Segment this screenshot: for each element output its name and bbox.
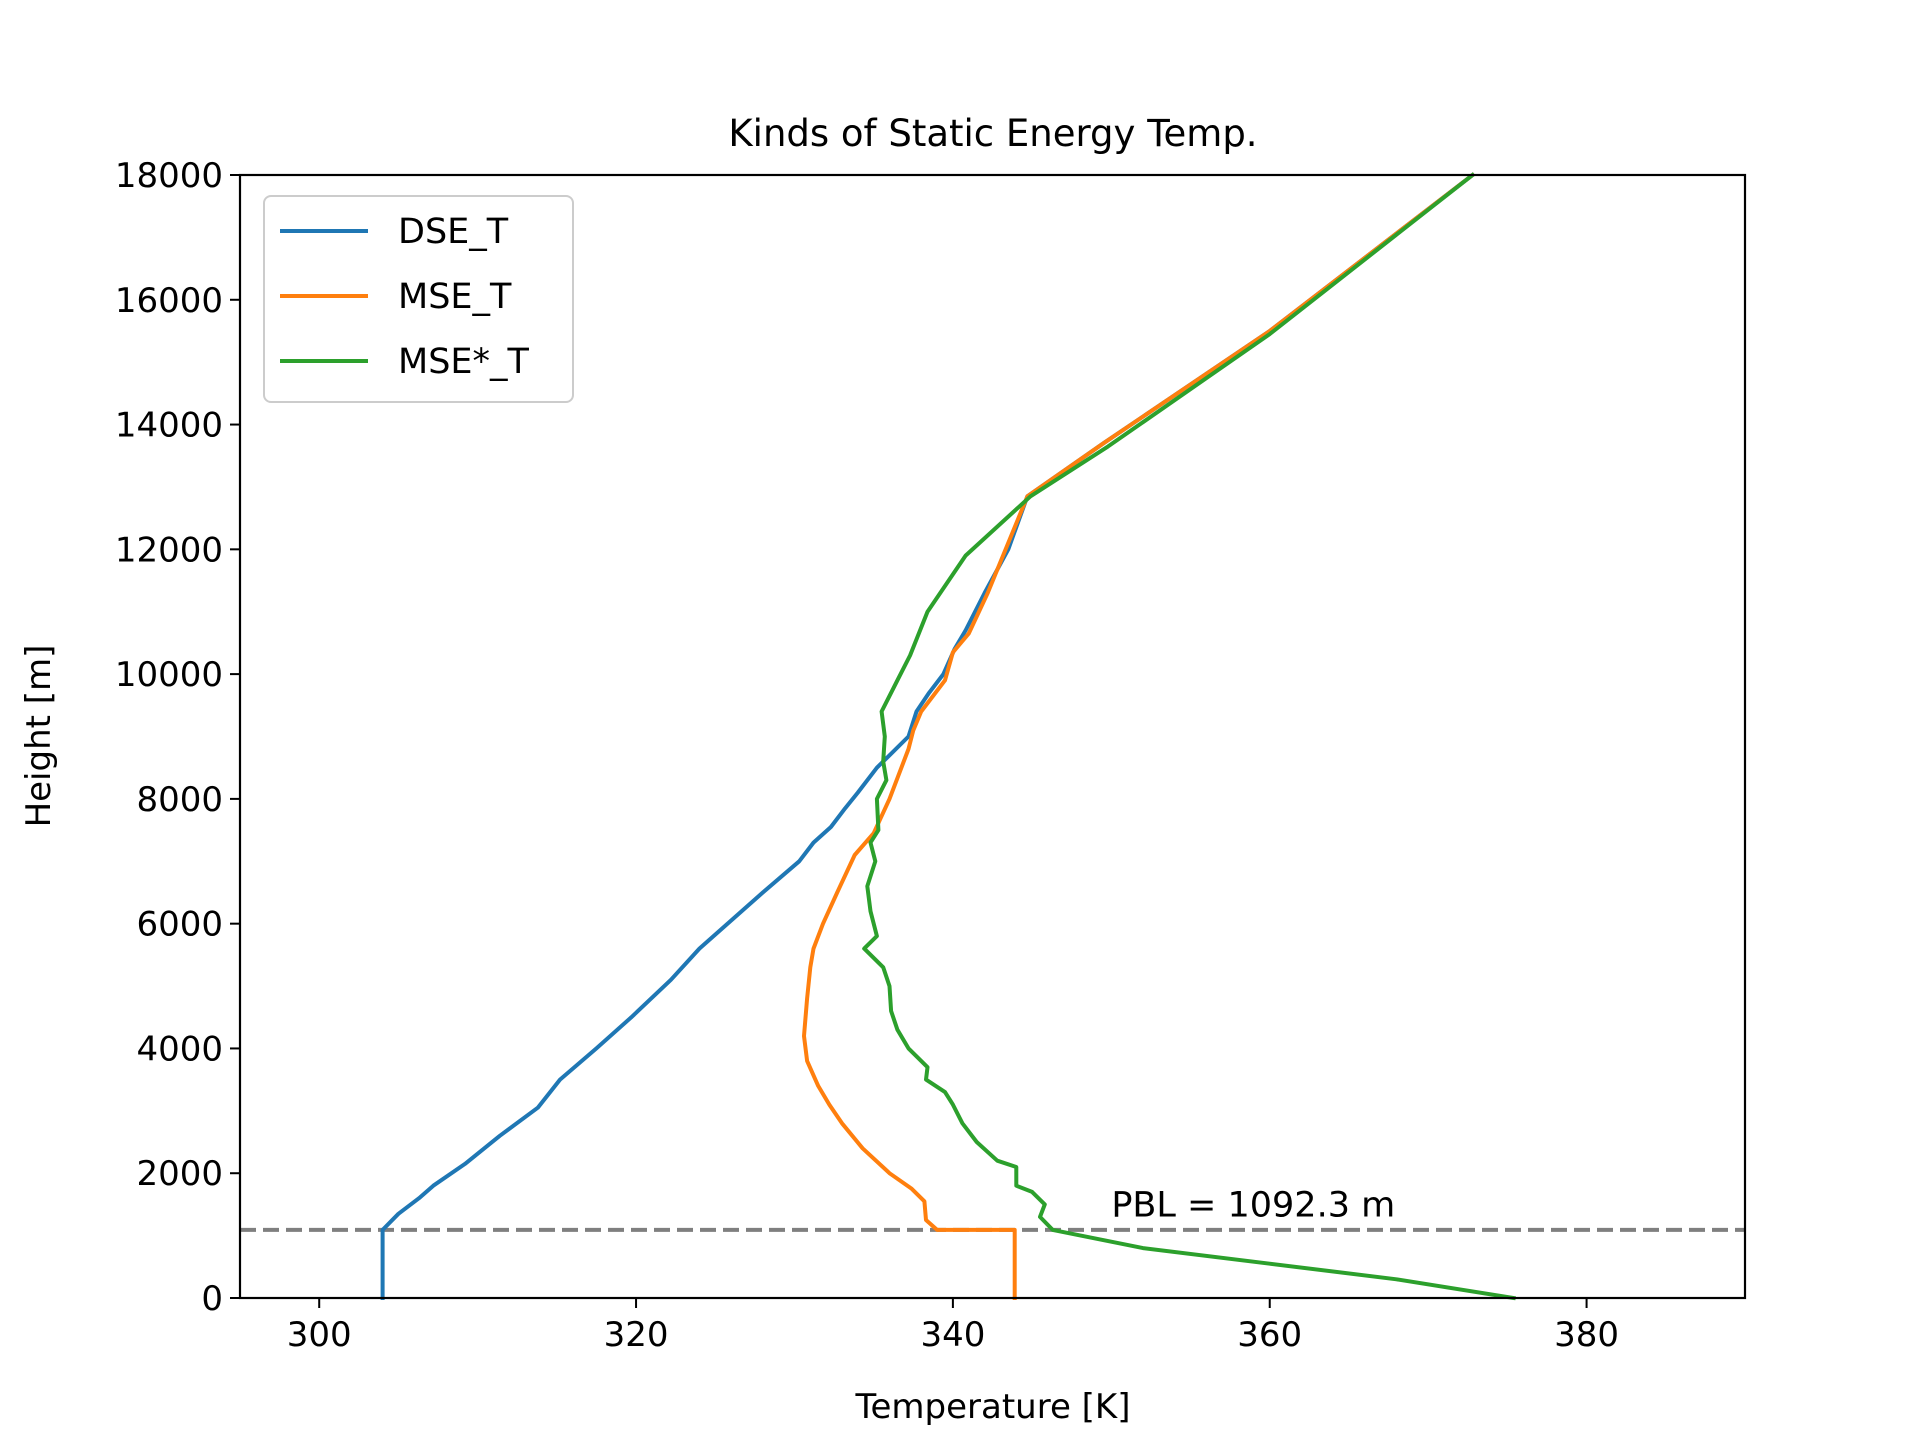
legend-label-dse: DSE_T bbox=[398, 212, 509, 252]
x-axis-label: Temperature [K] bbox=[854, 1387, 1130, 1427]
y-tick-label: 16000 bbox=[115, 281, 223, 321]
legend-label-mse-star: MSE*_T bbox=[398, 342, 530, 382]
legend-label-mse: MSE_T bbox=[398, 277, 512, 317]
y-axis-label: Height [m] bbox=[19, 645, 59, 828]
y-tick-label: 8000 bbox=[136, 780, 223, 820]
y-tick-label: 12000 bbox=[115, 530, 223, 570]
x-tick-label: 320 bbox=[604, 1315, 669, 1355]
y-tick-label: 18000 bbox=[115, 156, 223, 196]
pbl-annotation: PBL = 1092.3 m bbox=[1111, 1185, 1395, 1225]
legend: DSE_T MSE_T MSE*_T bbox=[263, 195, 574, 403]
y-tick-label: 6000 bbox=[136, 905, 223, 945]
x-tick-label: 340 bbox=[920, 1315, 985, 1355]
legend-box bbox=[263, 195, 574, 403]
x-tick-label: 360 bbox=[1237, 1315, 1302, 1355]
x-axis: 300 320 340 360 380 bbox=[287, 1298, 1619, 1355]
y-axis: 0 2000 4000 6000 8000 10000 12000 14000 16000 180… bbox=[115, 156, 240, 1319]
series-line-mse bbox=[802, 172, 1476, 1300]
x-tick-label: 300 bbox=[287, 1315, 352, 1355]
y-tick-label: 0 bbox=[201, 1279, 223, 1319]
plot-area bbox=[240, 172, 1745, 1301]
y-tick-label: 10000 bbox=[115, 655, 223, 695]
y-tick-label: 14000 bbox=[115, 406, 223, 446]
series-line-mse-star bbox=[862, 172, 1516, 1301]
x-tick-label: 380 bbox=[1554, 1315, 1619, 1355]
chart-title: Kinds of Static Energy Temp. bbox=[728, 112, 1257, 155]
y-tick-label: 4000 bbox=[136, 1029, 223, 1069]
y-tick-label: 2000 bbox=[136, 1154, 223, 1194]
series-line-dse bbox=[380, 172, 1476, 1300]
plot-frame bbox=[238, 173, 1747, 1300]
